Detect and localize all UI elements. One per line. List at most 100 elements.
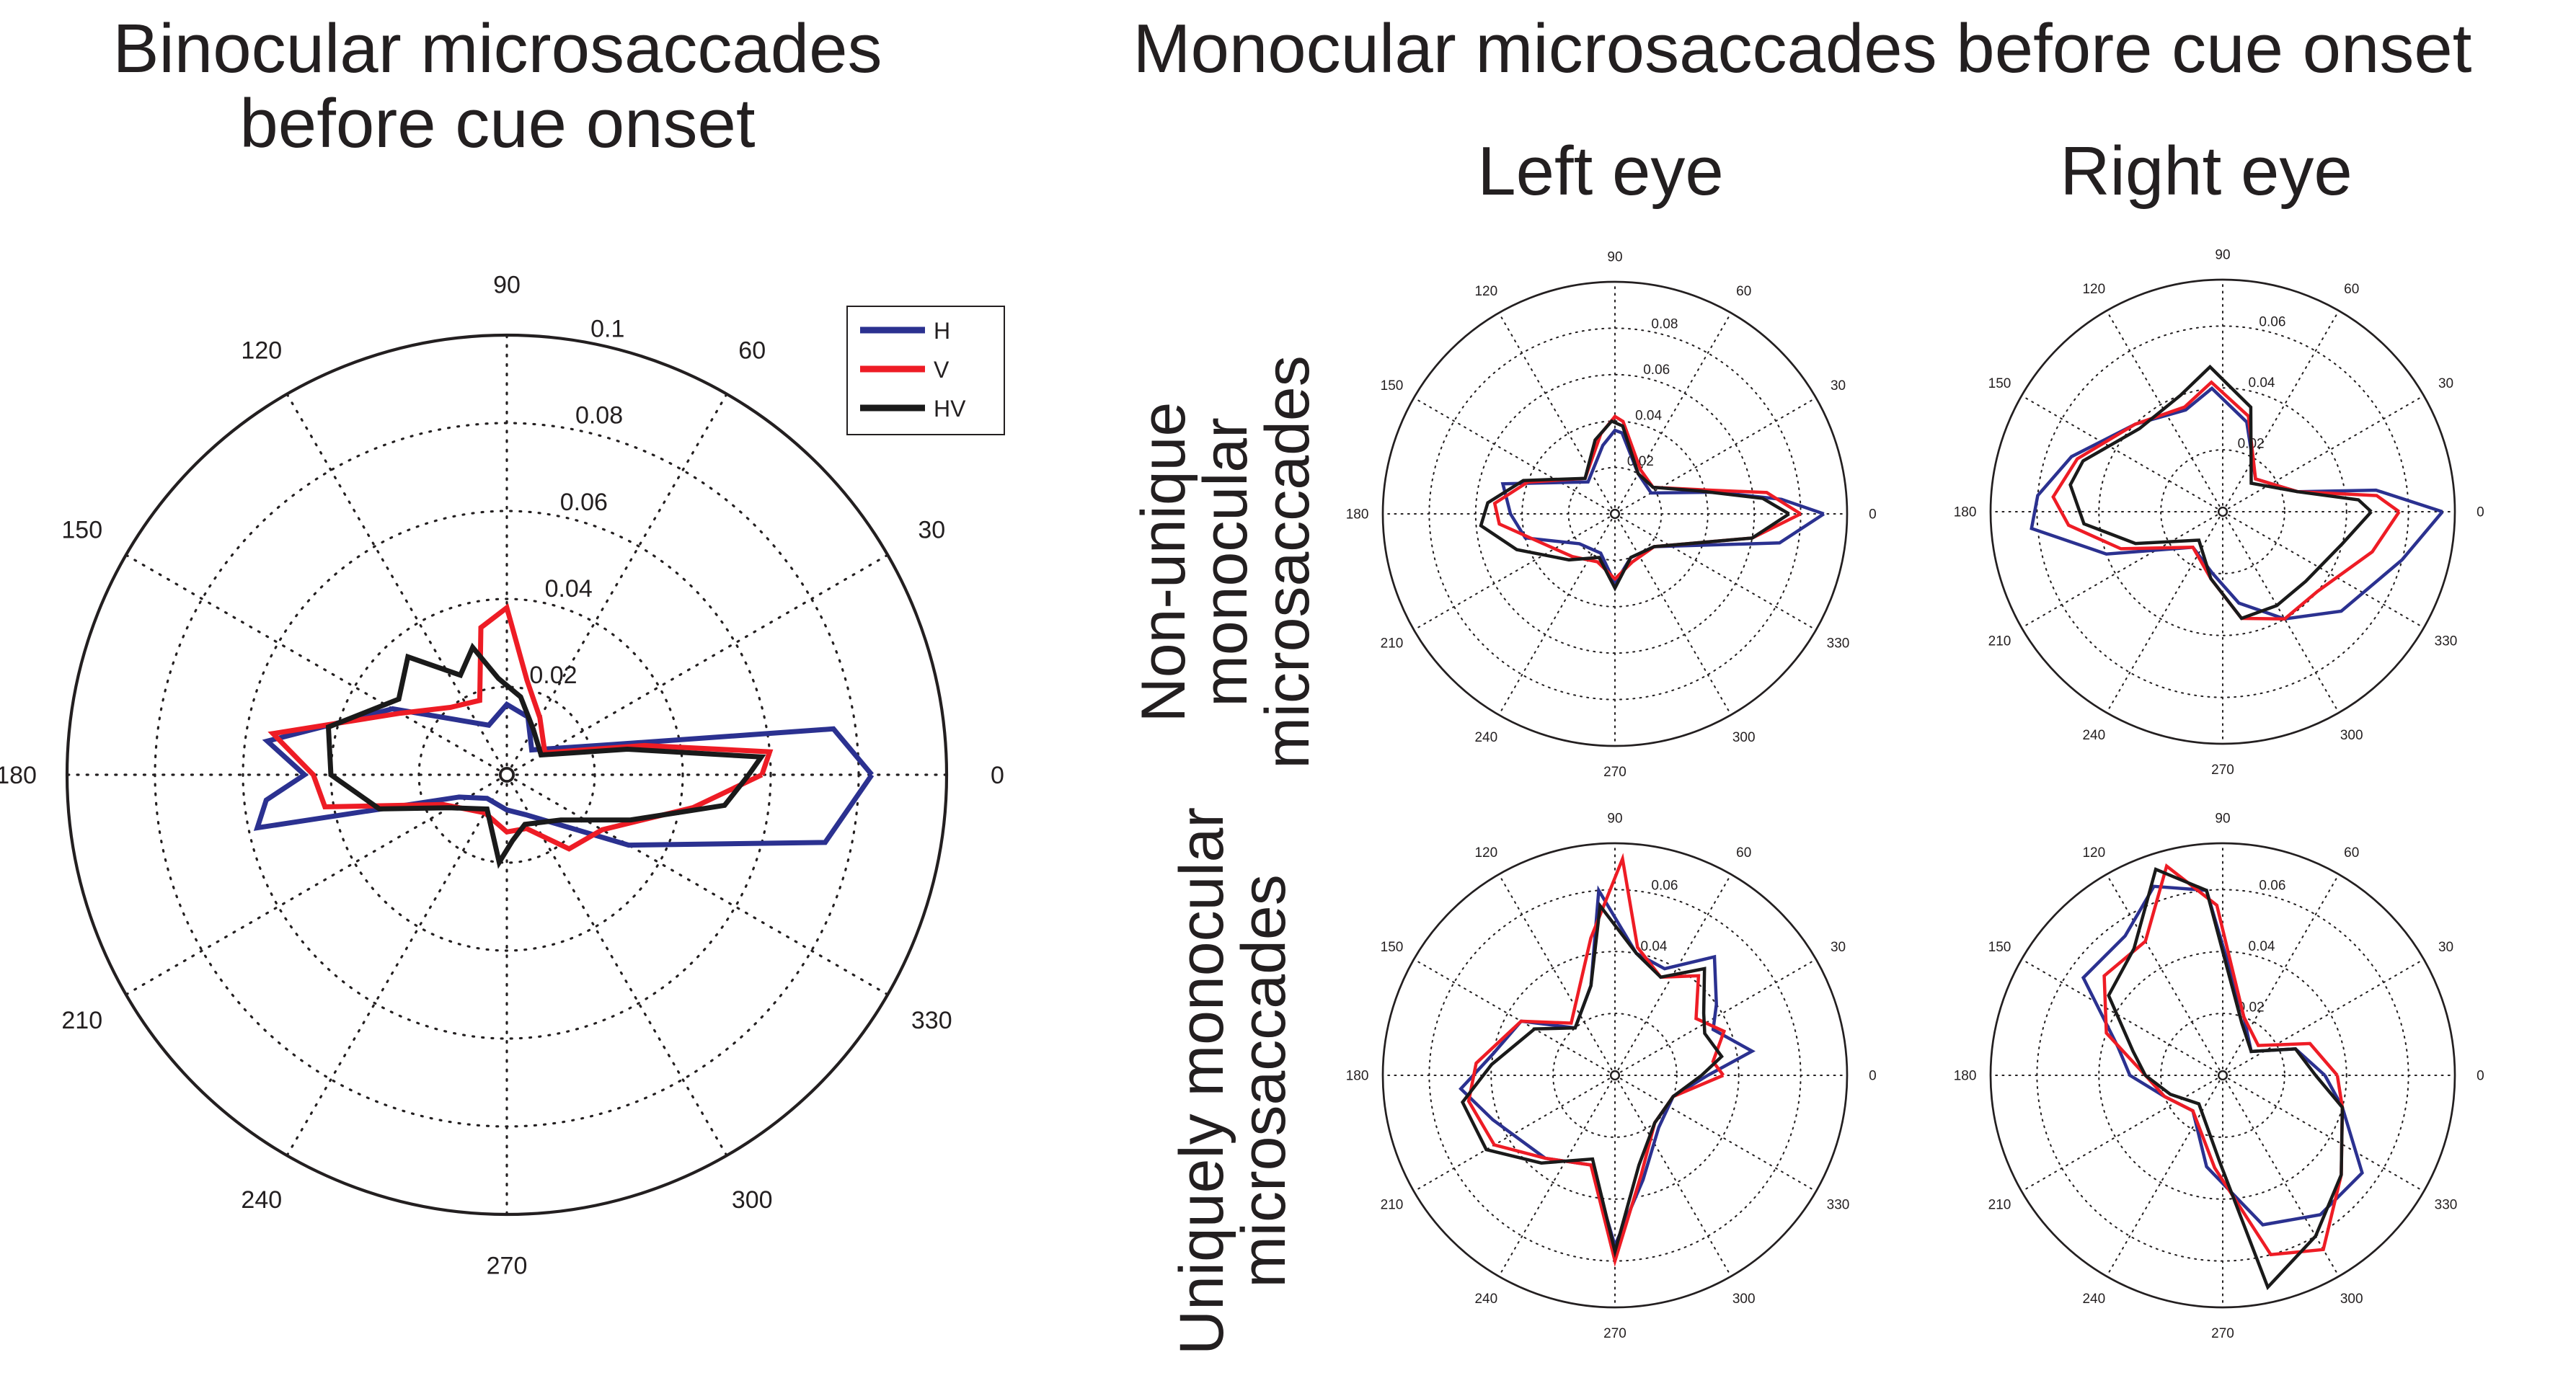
angle-tick-label: 270: [2211, 763, 2234, 778]
angle-tick-label: 240: [2082, 728, 2105, 743]
angular-gridline: [505, 554, 889, 776]
angular-gridline: [2021, 1074, 2224, 1193]
angular-gridline: [2105, 510, 2224, 714]
angle-tick-label: 90: [2215, 811, 2230, 826]
angle-tick-label: 270: [1603, 1326, 1626, 1341]
angular-gridline: [2021, 394, 2224, 513]
radial-tick-label: 0.02: [2238, 1000, 2265, 1016]
angle-tick-label: 60: [738, 337, 766, 365]
angle-tick-label: 210: [1381, 636, 1404, 651]
angular-gridline: [2221, 874, 2340, 1077]
series-line-hv: [325, 642, 766, 869]
angular-gridline: [1497, 874, 1616, 1077]
angle-tick-label: 0: [1869, 1069, 1877, 1084]
angular-gridline: [2105, 310, 2224, 513]
legend: HV HV: [846, 306, 1005, 435]
radial-gridline: [2160, 449, 2285, 574]
angular-gridline: [2221, 958, 2425, 1077]
angle-tick-label: 30: [1831, 378, 1846, 394]
series-line-hv: [1460, 901, 1724, 1258]
radial-gridline: [2160, 1013, 2285, 1138]
binocular-title-line1: Binocular microsaccades: [112, 10, 882, 87]
angular-gridline: [2221, 510, 2425, 629]
angle-tick-label: 270: [487, 1252, 528, 1279]
radial-tick-label: 0.06: [2259, 879, 2285, 894]
outer-circle: [65, 333, 949, 1217]
angle-tick-label: 210: [61, 1007, 102, 1034]
angle-tick-label: 0: [1869, 507, 1877, 523]
right-eye-title: Right eye: [2060, 133, 2353, 210]
angle-tick-label: 300: [1732, 730, 1756, 745]
angle-tick-label: 210: [1988, 634, 2011, 649]
angular-gridline: [1614, 874, 1732, 1077]
outer-circle: [1381, 842, 1849, 1309]
angle-tick-label: 240: [2082, 1292, 2105, 1307]
angle-tick-label: 120: [2082, 845, 2105, 861]
angle-tick-label: 30: [2438, 376, 2453, 391]
legend-label-v: V: [934, 357, 950, 383]
outer-circle: [1381, 280, 1849, 747]
polar-chart-nonunique-left: 0.020.040.060.08030609012015018021024027…: [1346, 249, 1877, 780]
angle-tick-label: 150: [1381, 378, 1404, 394]
center-marker: [1609, 508, 1621, 520]
angle-tick-label: 120: [1474, 845, 1497, 861]
angle-tick-label: 120: [241, 337, 282, 365]
radial-tick-label: 0.1: [590, 315, 624, 342]
outer-circle: [1989, 842, 2456, 1309]
angle-tick-label: 60: [1736, 845, 1751, 861]
radial-tick-label: 0.06: [560, 489, 608, 516]
angular-gridline: [1413, 396, 1616, 515]
radial-tick-label: 0.04: [1635, 408, 1662, 423]
angle-tick-label: 180: [1346, 1069, 1369, 1084]
series-line-v: [2102, 863, 2345, 1257]
polar-chart-binocular: 0.02 0.04 0.06 0.08 0.1 0 30 60 90 120 150 180 210 24…: [0, 272, 1005, 1279]
angle-tick-label: 240: [1474, 1292, 1497, 1307]
angle-tick-label: 270: [2211, 1326, 2234, 1341]
angle-tick-label: 150: [1381, 940, 1404, 955]
angular-gridline: [2021, 958, 2224, 1077]
angle-tick-label: 270: [1603, 765, 1626, 780]
angle-tick-label: 150: [61, 517, 102, 544]
angle-tick-label: 330: [2435, 1197, 2458, 1212]
radial-gridline: [2098, 387, 2347, 636]
angle-tick-label: 300: [2340, 1292, 2363, 1307]
angle-tick-label: 90: [493, 272, 521, 299]
angle-tick-label: 30: [2438, 940, 2453, 955]
angle-tick-label: 120: [2082, 282, 2105, 297]
radial-gridline: [242, 510, 772, 1040]
radial-tick-label: 0.04: [2249, 375, 2275, 391]
angle-tick-label: 30: [918, 517, 945, 544]
angle-tick-label: 180: [1954, 505, 1977, 520]
radial-tick-label: 0.08: [575, 402, 623, 430]
series-line-hv: [2068, 364, 2373, 621]
angular-gridline: [505, 773, 728, 1157]
angular-gridline: [2105, 1074, 2224, 1277]
polar-chart-nonunique-right: 0.020.040.060306090120150180210240270300…: [1954, 247, 2484, 778]
angle-tick-label: 180: [1346, 507, 1369, 523]
angular-gridline: [505, 393, 728, 776]
angle-tick-label: 120: [1474, 284, 1497, 299]
series-line-h: [2030, 386, 2444, 621]
angle-tick-label: 330: [2435, 634, 2458, 649]
series-line-v: [1466, 853, 1727, 1268]
angular-gridline: [1497, 512, 1616, 716]
angle-tick-label: 60: [1736, 284, 1751, 299]
binocular-title: Binocular microsaccades before cue onset: [43, 14, 952, 159]
series-line-hv: [2107, 867, 2345, 1291]
legend-label-h: H: [934, 318, 950, 344]
series-line-v: [2051, 380, 2401, 621]
angular-gridline: [1614, 512, 1732, 716]
radial-gridline: [1490, 951, 1740, 1200]
angular-gridline: [286, 393, 508, 776]
angle-tick-label: 60: [2344, 282, 2359, 297]
monocular-title: Monocular microsaccades before cue onset: [1133, 10, 2472, 87]
angle-tick-label: 0: [991, 762, 1004, 789]
outer-circle: [1989, 278, 2456, 745]
center-marker: [2217, 1070, 2228, 1081]
angular-gridline: [1413, 958, 1616, 1077]
angular-gridline: [1497, 312, 1616, 515]
angular-gridline: [2221, 1074, 2340, 1277]
angle-tick-label: 150: [1988, 376, 2011, 391]
angle-tick-label: 30: [1831, 940, 1846, 955]
angle-tick-label: 210: [1381, 1197, 1404, 1212]
